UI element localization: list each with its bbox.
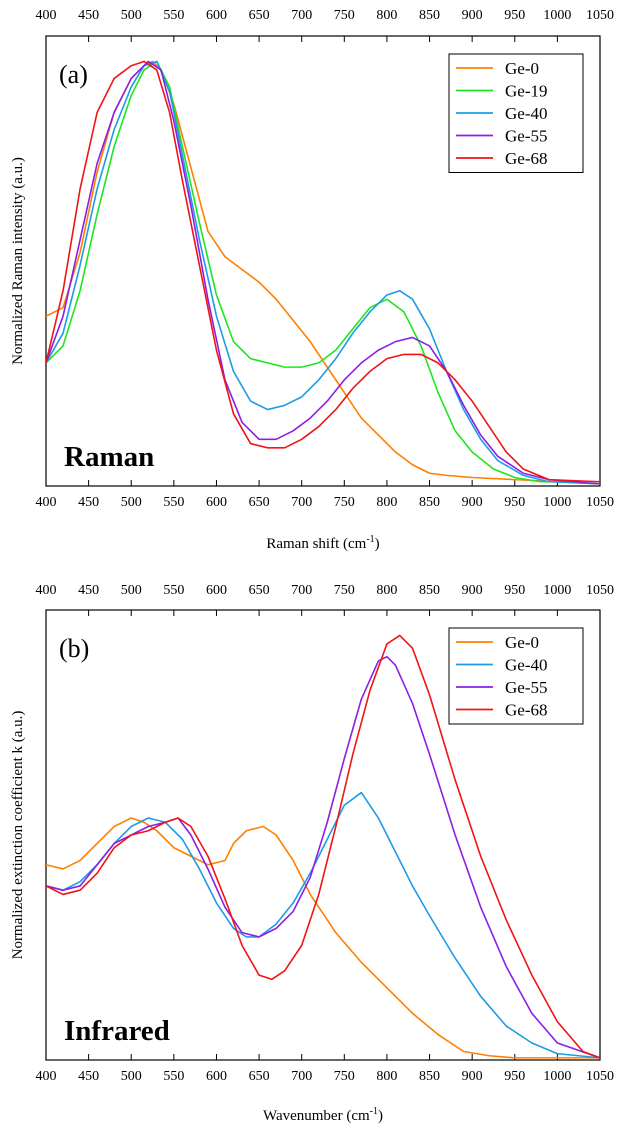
x-tick-label: 500 bbox=[121, 1069, 142, 1084]
x-tick-label-top: 450 bbox=[78, 8, 99, 23]
panel-label: (b) bbox=[59, 634, 89, 663]
x-tick-label-top: 400 bbox=[36, 583, 57, 598]
x-tick-label-top: 1050 bbox=[586, 8, 614, 23]
series-line-ge-55 bbox=[46, 60, 600, 485]
x-tick-label-top: 650 bbox=[249, 583, 270, 598]
x-tick-label-top: 700 bbox=[291, 8, 312, 23]
legend-label: Ge-40 bbox=[505, 656, 547, 675]
x-tick-label-top: 450 bbox=[78, 583, 99, 598]
series-line-ge-68 bbox=[46, 634, 600, 1059]
legend-label: Ge-0 bbox=[505, 633, 539, 652]
series-line-ge-68 bbox=[46, 60, 600, 483]
legend-label: Ge-68 bbox=[505, 149, 547, 168]
x-tick-label-top: 500 bbox=[121, 583, 142, 598]
x-tick-label-top: 950 bbox=[504, 8, 525, 23]
x-tick-label-top: 750 bbox=[334, 583, 355, 598]
x-tick-label: 900 bbox=[462, 1069, 483, 1084]
x-tick-label: 1050 bbox=[586, 1069, 614, 1084]
chart-panel-b: 400 400 450 450 500 500 550 550 600 600 650 650 700 7… bbox=[10, 583, 614, 1124]
x-tick-label: 550 bbox=[163, 495, 184, 510]
plot-frame bbox=[45, 35, 601, 487]
series-lines bbox=[46, 634, 600, 1059]
x-tick-label-top: 700 bbox=[291, 583, 312, 598]
x-axis-label-main: Wavenumber (cm bbox=[263, 1108, 370, 1124]
x-tick-label: 400 bbox=[36, 1069, 57, 1084]
chart-panel-a: 400 400 450 450 500 500 550 550 600 600 650 650 700 7… bbox=[10, 8, 614, 552]
x-axis-label: Wavenumber (cm-1) bbox=[263, 1106, 383, 1124]
x-tick-label-top: 950 bbox=[504, 583, 525, 598]
panel-label: (a) bbox=[59, 60, 88, 89]
x-tick-label-top: 900 bbox=[462, 583, 483, 598]
x-tick-label-top: 800 bbox=[376, 583, 397, 598]
legend-label: Ge-68 bbox=[505, 701, 547, 720]
series-line-ge-0 bbox=[46, 817, 600, 1059]
x-tick-label-top: 600 bbox=[206, 8, 227, 23]
x-axis-label-close: ) bbox=[375, 536, 380, 552]
legend-label: Ge-55 bbox=[505, 127, 547, 146]
x-tick-label-top: 550 bbox=[163, 8, 184, 23]
x-tick-label-top: 850 bbox=[419, 583, 440, 598]
x-axis-label-main: Raman shift (cm bbox=[266, 536, 366, 552]
x-tick-label-top: 1000 bbox=[543, 8, 571, 23]
legend-label: Ge-19 bbox=[505, 82, 547, 101]
x-axis-label-sup: -1 bbox=[366, 534, 374, 545]
x-tick-label: 650 bbox=[249, 1069, 270, 1084]
legend: Ge-0 Ge-19 Ge-40 Ge-55 Ge-68 bbox=[448, 53, 584, 173]
x-tick-label-top: 850 bbox=[419, 8, 440, 23]
panel-corner-label: Infrared bbox=[64, 1015, 170, 1047]
x-tick-label: 700 bbox=[291, 1069, 312, 1084]
x-tick-label: 850 bbox=[419, 1069, 440, 1084]
x-tick-label-top: 550 bbox=[163, 583, 184, 598]
x-tick-label: 900 bbox=[462, 495, 483, 510]
x-tick-label: 550 bbox=[163, 1069, 184, 1084]
x-tick-label: 450 bbox=[78, 495, 99, 510]
x-axis-label-close: ) bbox=[378, 1108, 383, 1124]
x-axis-label: Raman shift (cm-1) bbox=[266, 534, 379, 552]
x-tick-label-top: 400 bbox=[36, 8, 57, 23]
x-tick-label-top: 600 bbox=[206, 583, 227, 598]
y-axis-label: Normalized Raman intensity (a.u.) bbox=[10, 157, 26, 365]
x-tick-label: 950 bbox=[504, 1069, 525, 1084]
panel-corner-label: Raman bbox=[64, 441, 154, 473]
series-line-ge-40 bbox=[46, 60, 600, 485]
x-tick-label: 1000 bbox=[543, 1069, 571, 1084]
x-tick-label-top: 1000 bbox=[543, 583, 571, 598]
x-tick-label: 850 bbox=[419, 495, 440, 510]
x-tick-label: 1000 bbox=[543, 495, 571, 510]
plot-frame bbox=[45, 609, 601, 1061]
x-tick-label: 950 bbox=[504, 495, 525, 510]
series-line-ge-19 bbox=[46, 60, 600, 485]
x-tick-label: 800 bbox=[376, 495, 397, 510]
x-tick-label-top: 1050 bbox=[586, 583, 614, 598]
x-tick-label: 650 bbox=[249, 495, 270, 510]
legend-label: Ge-40 bbox=[505, 104, 547, 123]
x-tick-label: 700 bbox=[291, 495, 312, 510]
legend: Ge-0 Ge-40 Ge-55 Ge-68 bbox=[448, 627, 584, 725]
x-tick-label: 750 bbox=[334, 1069, 355, 1084]
legend-box bbox=[448, 627, 584, 725]
x-tick-label-top: 500 bbox=[121, 8, 142, 23]
x-tick-label: 400 bbox=[36, 495, 57, 510]
x-tick-label: 600 bbox=[206, 495, 227, 510]
x-tick-label: 750 bbox=[334, 495, 355, 510]
x-tick-label: 800 bbox=[376, 1069, 397, 1084]
x-tick-label: 600 bbox=[206, 1069, 227, 1084]
y-axis-label: Normalized extinction coefficient k (a.u… bbox=[10, 711, 26, 960]
x-tick-label: 450 bbox=[78, 1069, 99, 1084]
x-axis-label-sup: -1 bbox=[370, 1106, 378, 1117]
x-tick-label: 500 bbox=[121, 495, 142, 510]
legend-label: Ge-55 bbox=[505, 678, 547, 697]
series-lines bbox=[46, 60, 600, 485]
x-tick-label-top: 900 bbox=[462, 8, 483, 23]
legend-label: Ge-0 bbox=[505, 59, 539, 78]
x-tick-label: 1050 bbox=[586, 495, 614, 510]
x-tick-label-top: 650 bbox=[249, 8, 270, 23]
series-line-ge-40 bbox=[46, 791, 600, 1059]
x-tick-label-top: 750 bbox=[334, 8, 355, 23]
x-tick-label-top: 800 bbox=[376, 8, 397, 23]
